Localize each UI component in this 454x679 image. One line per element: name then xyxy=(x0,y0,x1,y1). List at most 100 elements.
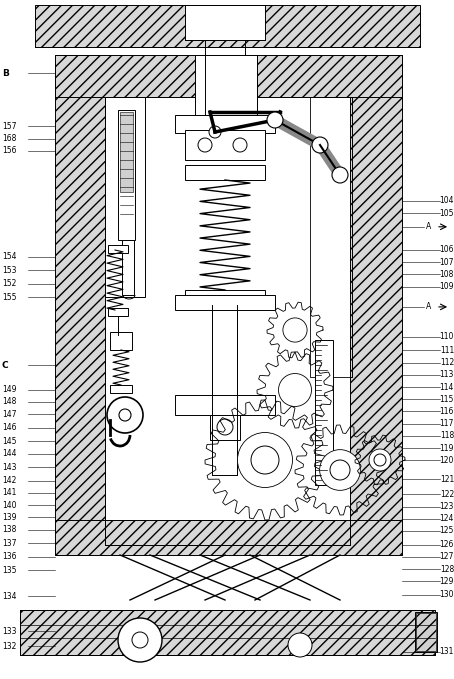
Text: 116: 116 xyxy=(439,407,454,416)
Bar xyxy=(185,130,265,160)
Text: 117: 117 xyxy=(439,419,454,428)
Bar xyxy=(105,520,350,545)
Bar xyxy=(212,305,237,475)
Text: 128: 128 xyxy=(440,564,454,574)
Text: 132: 132 xyxy=(2,642,16,651)
Bar xyxy=(210,415,240,440)
Circle shape xyxy=(369,449,391,471)
Text: 148: 148 xyxy=(2,397,16,407)
Text: 134: 134 xyxy=(2,591,16,601)
Text: 137: 137 xyxy=(2,538,16,548)
Text: 145: 145 xyxy=(2,437,16,446)
Bar xyxy=(105,520,350,545)
Circle shape xyxy=(312,137,328,153)
Circle shape xyxy=(119,409,131,421)
Bar xyxy=(110,385,132,393)
Text: 136: 136 xyxy=(2,552,16,562)
Circle shape xyxy=(132,632,148,648)
Text: 123: 123 xyxy=(439,502,454,511)
Bar xyxy=(55,520,402,555)
Text: 130: 130 xyxy=(439,590,454,600)
Text: 126: 126 xyxy=(439,540,454,549)
Text: 112: 112 xyxy=(440,358,454,367)
Circle shape xyxy=(374,454,386,466)
Text: 127: 127 xyxy=(439,552,454,562)
Text: 142: 142 xyxy=(2,476,16,485)
Circle shape xyxy=(198,138,212,152)
Text: 108: 108 xyxy=(439,270,454,279)
Text: C: C xyxy=(2,361,9,370)
Text: A: A xyxy=(426,302,431,312)
Bar xyxy=(122,240,134,295)
Bar xyxy=(350,55,402,555)
Bar xyxy=(55,55,402,97)
Circle shape xyxy=(267,112,283,128)
Bar xyxy=(105,97,350,520)
Text: 135: 135 xyxy=(2,566,16,575)
Text: 139: 139 xyxy=(2,513,16,522)
Text: 107: 107 xyxy=(439,257,454,267)
Circle shape xyxy=(237,433,292,488)
Circle shape xyxy=(107,397,143,433)
Bar xyxy=(310,97,352,377)
Bar xyxy=(110,332,132,350)
Text: 105: 105 xyxy=(439,208,454,218)
Circle shape xyxy=(330,460,350,480)
Text: A: A xyxy=(426,222,431,232)
Text: 120: 120 xyxy=(439,456,454,465)
Text: 111: 111 xyxy=(440,346,454,355)
Bar xyxy=(185,165,265,180)
Circle shape xyxy=(209,126,221,138)
Text: 152: 152 xyxy=(2,279,16,289)
Text: 168: 168 xyxy=(2,134,16,143)
Text: 146: 146 xyxy=(2,423,16,433)
Bar xyxy=(105,97,145,297)
Circle shape xyxy=(332,167,348,183)
Circle shape xyxy=(118,618,162,662)
Text: B: B xyxy=(2,69,9,78)
Text: 147: 147 xyxy=(2,409,16,419)
Bar xyxy=(175,115,275,133)
Text: 119: 119 xyxy=(439,443,454,453)
Circle shape xyxy=(251,446,279,474)
Circle shape xyxy=(283,318,307,342)
Text: 140: 140 xyxy=(2,500,16,510)
Text: 109: 109 xyxy=(439,282,454,291)
Circle shape xyxy=(320,449,360,490)
Bar xyxy=(35,5,420,47)
Text: 113: 113 xyxy=(439,370,454,380)
Text: 124: 124 xyxy=(439,514,454,524)
Text: 104: 104 xyxy=(439,196,454,206)
Bar xyxy=(175,395,275,415)
Bar xyxy=(55,55,105,555)
Text: 114: 114 xyxy=(439,382,454,392)
Text: 129: 129 xyxy=(439,576,454,586)
Text: 121: 121 xyxy=(440,475,454,484)
Text: 106: 106 xyxy=(439,245,454,255)
Text: 149: 149 xyxy=(2,385,16,394)
Bar xyxy=(108,245,128,253)
Text: 156: 156 xyxy=(2,146,16,155)
Text: 141: 141 xyxy=(2,488,16,498)
Text: 125: 125 xyxy=(439,526,454,536)
Text: 153: 153 xyxy=(2,265,16,275)
Text: 154: 154 xyxy=(2,252,16,261)
Text: 131: 131 xyxy=(439,647,454,657)
Circle shape xyxy=(288,633,312,657)
Text: 144: 144 xyxy=(2,449,16,458)
Circle shape xyxy=(233,138,247,152)
Text: 110: 110 xyxy=(439,332,454,342)
Bar xyxy=(118,110,135,240)
Text: 143: 143 xyxy=(2,462,16,472)
Text: 138: 138 xyxy=(2,525,16,534)
Circle shape xyxy=(217,419,233,435)
Bar xyxy=(108,308,128,316)
Text: 157: 157 xyxy=(2,122,16,131)
Bar xyxy=(120,112,133,192)
Bar xyxy=(175,295,275,310)
Bar xyxy=(315,340,333,485)
Text: 115: 115 xyxy=(439,394,454,404)
Bar xyxy=(185,5,265,40)
Text: 122: 122 xyxy=(440,490,454,499)
Bar xyxy=(105,97,145,297)
